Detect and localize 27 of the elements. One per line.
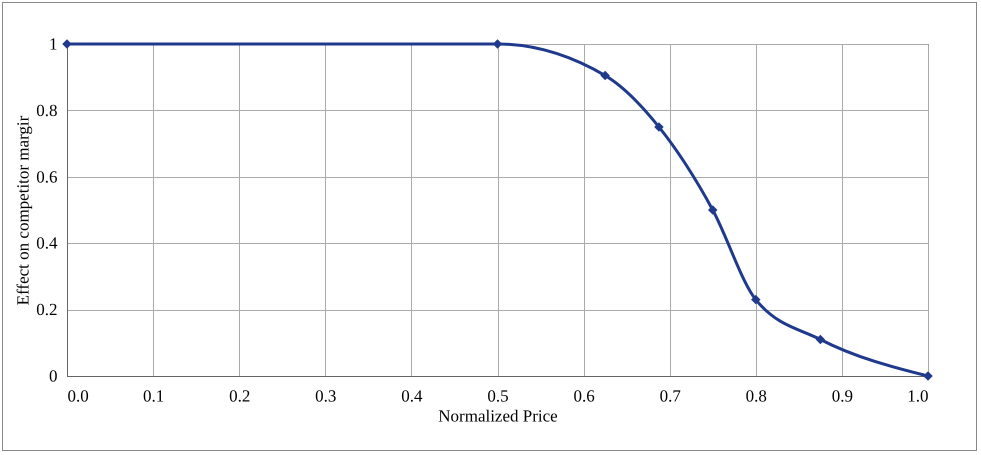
y-tick-label: 0.4 bbox=[36, 234, 58, 253]
point bbox=[600, 70, 610, 80]
x-tick-label: 0.4 bbox=[401, 386, 424, 406]
point bbox=[654, 122, 664, 132]
y-axis-title: Effect on competitor margir bbox=[13, 115, 32, 306]
x-tick-label: 0.8 bbox=[746, 386, 767, 406]
x-axis-title: Normalized Price bbox=[438, 406, 558, 426]
x-tick-label: 0.7 bbox=[660, 386, 682, 406]
x-tick-label: 1.0 bbox=[907, 386, 928, 406]
x-tick-label: 0.2 bbox=[229, 386, 250, 406]
y-tick-label: 0.6 bbox=[36, 167, 58, 186]
x-tick-label: 0.5 bbox=[487, 386, 509, 406]
y-tick-label: 0 bbox=[49, 366, 58, 386]
x-tick-label: 0.9 bbox=[832, 386, 854, 406]
x-tick-label: 0.3 bbox=[315, 386, 336, 406]
y-tick-label: 0.2 bbox=[36, 300, 58, 320]
x-tick-label: 0.1 bbox=[142, 386, 164, 406]
x-tick-label: 0.0 bbox=[68, 386, 89, 406]
point bbox=[62, 39, 72, 49]
point bbox=[492, 39, 502, 49]
point bbox=[751, 294, 761, 304]
point bbox=[923, 371, 933, 381]
point bbox=[708, 205, 718, 215]
x-tick-label: 0.6 bbox=[573, 386, 595, 406]
y-tick-label: 1 bbox=[49, 34, 58, 54]
y-tick-label: 0.8 bbox=[36, 100, 58, 120]
point bbox=[816, 334, 826, 344]
